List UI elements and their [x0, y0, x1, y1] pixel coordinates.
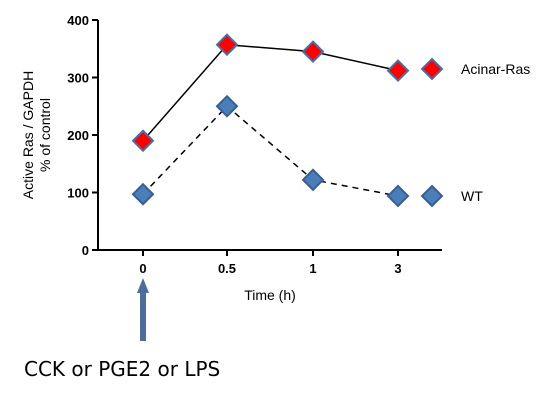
data-point: [215, 33, 239, 57]
x-tick-label: 1: [309, 261, 316, 276]
y-axis-title-line-2: % of control: [37, 98, 53, 172]
data-point: [215, 94, 239, 118]
y-axis-title: Active Ras / GAPDH % of control: [20, 71, 53, 199]
data-point: [386, 184, 410, 208]
arrow-head: [137, 278, 149, 293]
y-tick-label: 100: [67, 186, 89, 201]
x-tick-label: 0: [139, 261, 146, 276]
y-tick-label: 200: [67, 128, 89, 143]
legend-label: WT: [461, 188, 483, 204]
y-axis-title-line-1: Active Ras / GAPDH: [20, 71, 36, 199]
x-axis-title: Time (h): [244, 287, 296, 303]
series-line-acinar-ras: [142, 43, 399, 142]
data-point: [301, 40, 325, 64]
legend-marker: [420, 184, 444, 208]
y-tick-label: 0: [82, 243, 89, 258]
arrow-up-icon: [137, 278, 149, 341]
data-point: [386, 59, 410, 83]
x-ticks: 0 0.5 1 3: [139, 250, 402, 276]
legend: Acinar-Ras WT: [420, 57, 530, 208]
x-tick-label: 3: [394, 261, 401, 276]
data-point: [131, 182, 155, 206]
data-point: [301, 168, 325, 192]
legend-marker: [420, 57, 444, 81]
x-tick-label: 0.5: [218, 261, 236, 276]
y-tick-label: 400: [67, 13, 89, 28]
series-line-wt: [142, 105, 399, 197]
y-ticks: 0 100 200 300 400: [67, 13, 98, 258]
arrow-shaft: [140, 291, 146, 341]
legend-label: Acinar-Ras: [461, 61, 530, 77]
data-point: [131, 129, 155, 153]
series-lines: [142, 43, 399, 197]
annotation-text: CCK or PGE2 or LPS: [24, 357, 220, 381]
series-points: [131, 33, 410, 208]
y-tick-label: 300: [67, 71, 89, 86]
